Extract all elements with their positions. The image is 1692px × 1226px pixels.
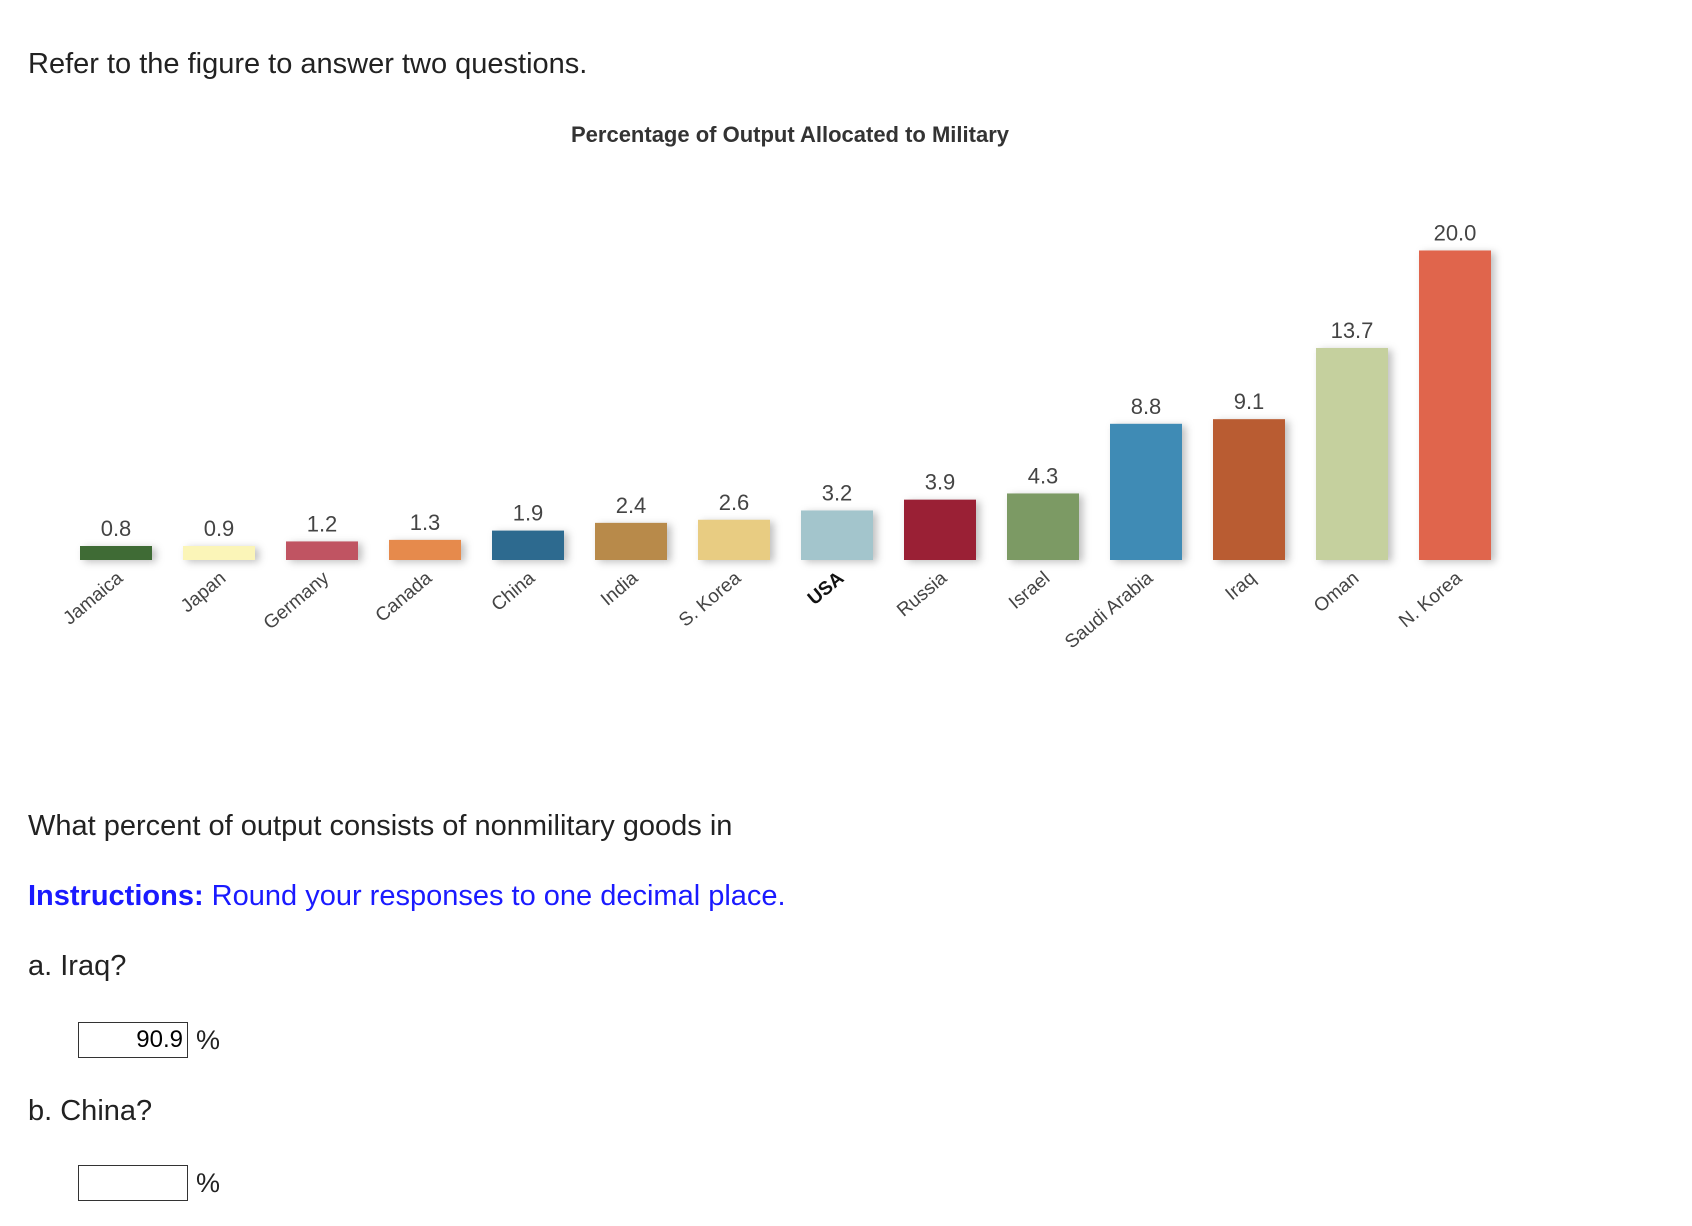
part-a-label: a. Iraq? [28, 950, 127, 982]
category-label: Japan [177, 568, 230, 617]
part-a-answer-row: % [78, 1022, 220, 1058]
value-label: 13.7 [1331, 318, 1374, 343]
category-label: S. Korea [675, 567, 745, 631]
value-label: 1.3 [410, 510, 441, 535]
bar-germany [286, 541, 358, 560]
bar-jamaica [80, 546, 152, 560]
value-label: 2.4 [616, 493, 647, 518]
military-output-chart: Percentage of Output Allocated to Milita… [40, 120, 1670, 760]
chart-title: Percentage of Output Allocated to Milita… [571, 122, 1010, 147]
value-labels-group: 0.8 0.9 1.2 1.3 1.9 2.4 2.6 3.2 3.9 4.3 8.8 9.1 13.7… [101, 220, 1477, 541]
value-label: 3.2 [822, 480, 853, 505]
category-label: Oman [1310, 568, 1363, 617]
category-label: India [597, 567, 642, 610]
category-label: Canada [372, 567, 437, 626]
category-labels-group: Jamaica Japan Germany Canada China India S. Ko… [60, 567, 1467, 653]
part-b-answer-input[interactable] [78, 1165, 188, 1201]
bar-israel [1007, 493, 1079, 560]
category-label: China [488, 567, 540, 615]
category-label: N. Korea [1395, 567, 1466, 632]
bar-saudi-arabia [1110, 423, 1182, 560]
category-label: Russia [893, 567, 951, 621]
category-label: Jamaica [60, 567, 128, 629]
category-label: USA [804, 568, 848, 610]
bar-canada [389, 539, 461, 560]
bar-japan [183, 546, 255, 560]
bar-oman [1316, 347, 1388, 560]
bar-iraq [1213, 419, 1285, 560]
value-label: 20.0 [1434, 220, 1477, 245]
value-label: 8.8 [1131, 394, 1162, 419]
question-text: What percent of output consists of nonmi… [28, 810, 733, 842]
bar-russia [904, 499, 976, 560]
part-b-answer-row: % [78, 1165, 220, 1201]
value-label: 0.9 [204, 516, 235, 541]
value-label: 9.1 [1234, 389, 1265, 414]
intro-text: Refer to the figure to answer two questi… [28, 48, 588, 80]
part-b-label: b. China? [28, 1095, 153, 1127]
part-a-unit: % [196, 1024, 221, 1055]
bar-usa [801, 510, 873, 560]
instructions-text: Round your responses to one decimal plac… [203, 880, 786, 912]
category-label: Iraq [1222, 568, 1261, 605]
bar-china [492, 530, 564, 560]
bars-group [80, 250, 1491, 560]
bar-n-korea [1419, 250, 1491, 560]
part-b-unit: % [196, 1167, 221, 1198]
instructions: Instructions: Round your responses to on… [28, 880, 786, 913]
bar-s-korea [698, 519, 770, 560]
value-label: 4.3 [1028, 463, 1059, 488]
bar-india [595, 522, 667, 560]
value-label: 1.9 [513, 501, 544, 526]
category-label: Saudi Arabia [1061, 567, 1157, 653]
value-label: 2.6 [719, 490, 750, 515]
bar-chart-svg: Percentage of Output Allocated to Milita… [60, 122, 1491, 653]
value-label: 1.2 [307, 511, 338, 536]
value-label: 3.9 [925, 470, 956, 495]
category-label: Israel [1005, 568, 1054, 614]
part-a-answer-input[interactable] [78, 1022, 188, 1058]
category-label: Germany [260, 567, 334, 634]
instructions-label: Instructions: [28, 880, 204, 912]
value-label: 0.8 [101, 516, 132, 541]
